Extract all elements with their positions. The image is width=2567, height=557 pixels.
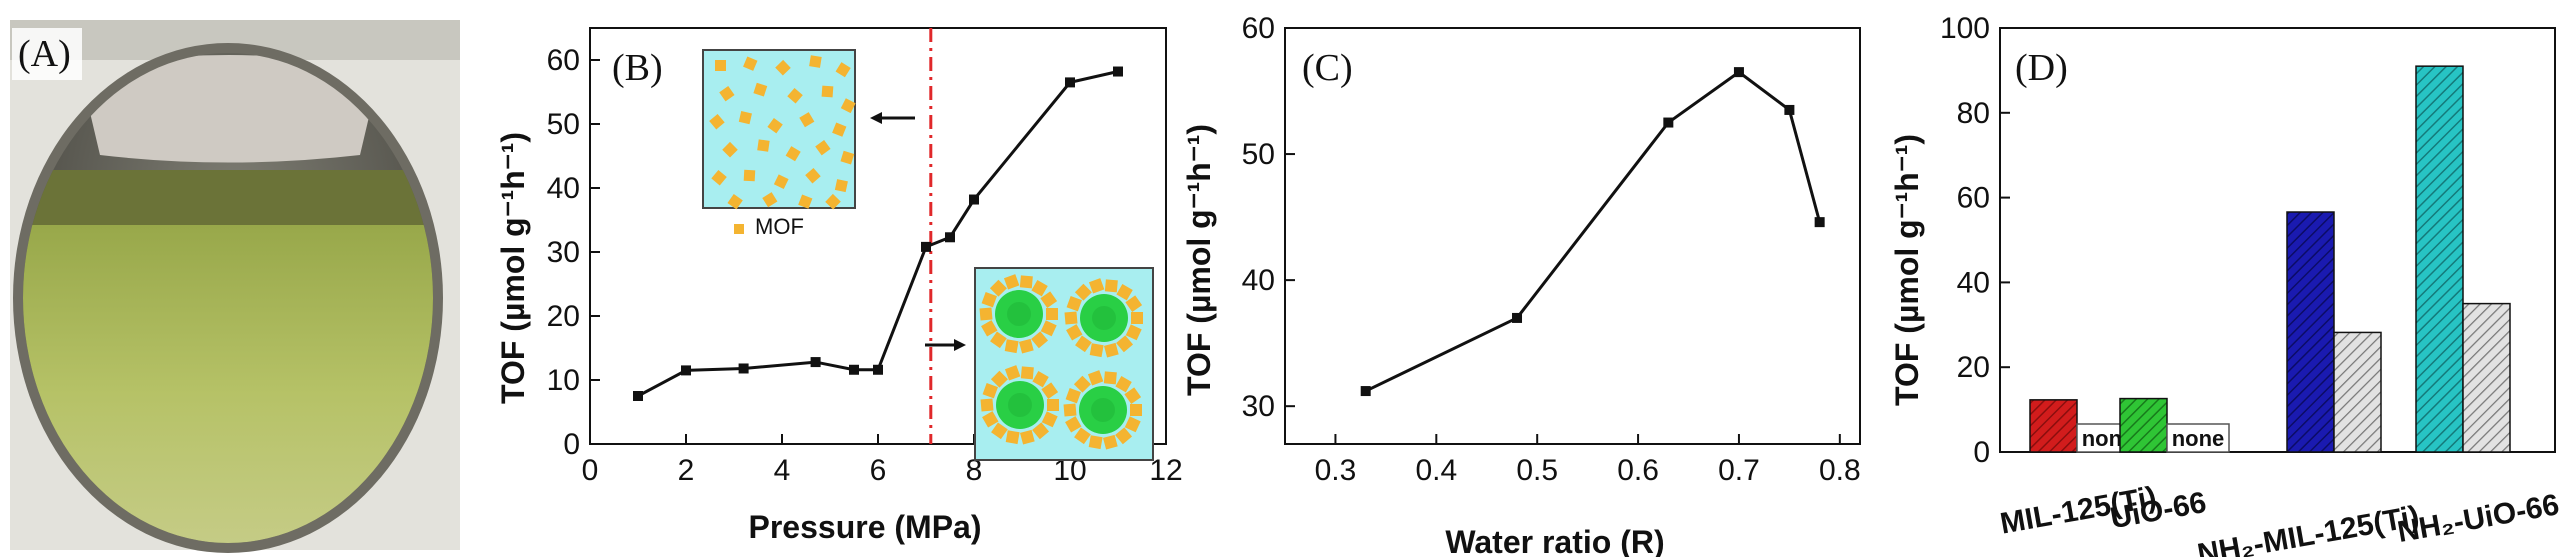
panel-a-label: (A) (18, 33, 71, 75)
